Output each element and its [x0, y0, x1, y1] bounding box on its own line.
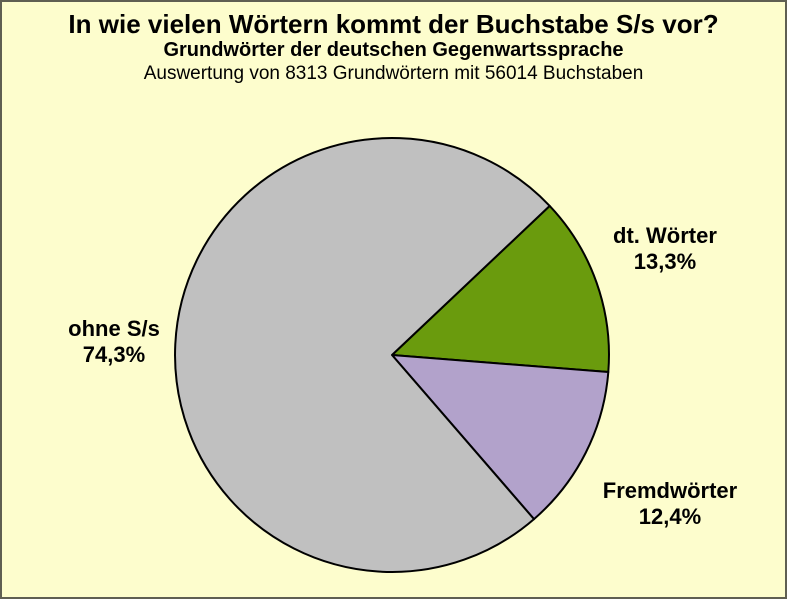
slice-label-fremdwoerter: Fremdwörter 12,4%: [550, 478, 785, 530]
pie-slice-ohne-ss: [174, 137, 551, 573]
slice-label-text: Fremdwörter: [602, 478, 738, 503]
chart-title: In wie vielen Wörtern kommt der Buchstab…: [68, 9, 719, 39]
slice-label-ohne-ss: ohne S/s 74,3%: [14, 316, 214, 368]
slice-percent-value: 13,3%: [633, 249, 697, 274]
slice-label-text: dt. Wörter: [613, 223, 717, 248]
slice-percent-value: 12,4%: [638, 504, 702, 529]
chart-annotation: Auswertung von 8313 Grundwörtern mit 560…: [143, 63, 644, 84]
pie-slice-dt-woerter: [391, 204, 610, 373]
chart-subtitle: Grundwörter der deutschen Gegenwartsspra…: [163, 39, 624, 61]
slice-percent-value: 74,3%: [82, 342, 146, 367]
pie-slice-fremdwoerter: [391, 354, 610, 521]
slice-label-text: ohne S/s: [68, 316, 160, 341]
slice-label-dt-woerter: dt. Wörter 13,3%: [565, 223, 765, 275]
